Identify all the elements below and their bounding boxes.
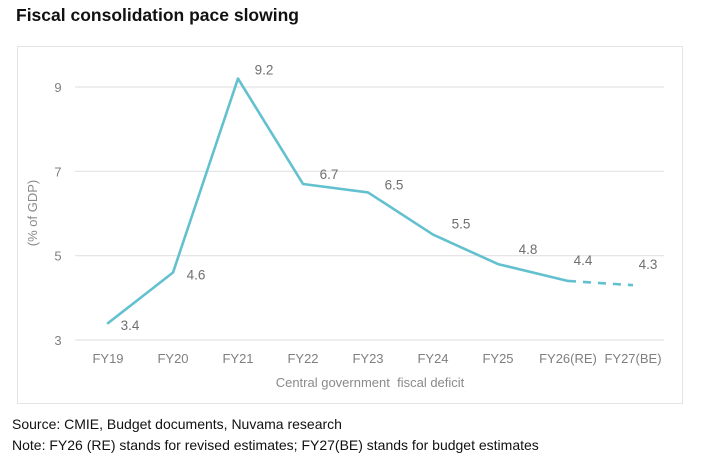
chart-title: Fiscal consolidation pace slowing (16, 5, 299, 25)
series-lines (106, 77, 634, 325)
data-label: 6.5 (385, 177, 404, 192)
data-label: 4.8 (519, 242, 538, 257)
x-tick-label: FY26(RE) (539, 351, 597, 366)
y-tick-label: 7 (54, 164, 61, 179)
chart-frame (17, 46, 683, 404)
series-line-estimate (567, 279, 634, 287)
x-tick-label: FY24 (417, 351, 448, 366)
x-tick-label: FY22 (287, 351, 318, 366)
x-tick-label: FY20 (157, 351, 188, 366)
x-tick-label: FY19 (92, 351, 123, 366)
data-label: 4.3 (639, 257, 658, 272)
x-tick-label: FY27(BE) (604, 351, 661, 366)
gridlines (75, 86, 664, 341)
x-axis-label: Central government fiscal deficit (276, 375, 465, 390)
y-axis-ticks: 3 5 7 9 (54, 80, 61, 348)
data-label: 4.6 (187, 268, 206, 283)
y-axis-label: (% of GDP) (25, 180, 40, 246)
x-tick-label: FY23 (352, 351, 383, 366)
data-label: 4.4 (574, 253, 593, 268)
series-line-actual (106, 77, 570, 325)
source-note: Source: CMIE, Budget documents, Nuvama r… (12, 416, 342, 432)
data-label: 3.4 (121, 318, 140, 333)
data-label: 6.7 (320, 167, 339, 182)
y-tick-label: 9 (54, 80, 61, 95)
x-axis-ticks: FY19 FY20 FY21 FY22 FY23 FY24 FY25 FY26(RE) FY27… (92, 351, 661, 366)
data-label: 9.2 (255, 63, 274, 78)
footnote: Note: FY26 (RE) stands for revised estim… (12, 437, 539, 453)
x-tick-label: FY21 (222, 351, 253, 366)
y-tick-label: 3 (54, 333, 61, 348)
x-tick-label: FY25 (482, 351, 513, 366)
data-label: 5.5 (452, 217, 471, 232)
y-tick-label: 5 (54, 249, 61, 264)
data-labels: 3.4 4.6 9.2 6.7 6.5 5.5 4.8 4.4 4.3 (121, 63, 658, 334)
